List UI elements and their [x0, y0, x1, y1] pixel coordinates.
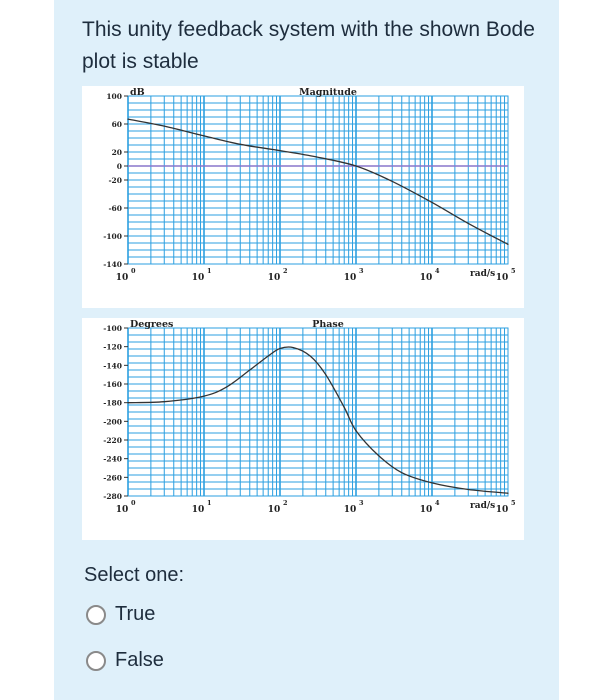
phase-ytick-label: -240: [103, 455, 122, 464]
phase-xtick-label: 10: [268, 505, 281, 515]
magnitude-xtick-label: 10: [496, 273, 509, 283]
magnitude-xtick-exp: 3: [359, 267, 364, 275]
magnitude-xtick-exp: 5: [511, 267, 516, 275]
magnitude-xtick-label: 10: [116, 273, 129, 283]
magnitude-chart-svg: 10060200-20-60-100-140100101102103104105…: [103, 87, 516, 283]
magnitude-ytick-label: -60: [108, 204, 122, 213]
phase-xtick-exp: 1: [207, 499, 212, 507]
question-text: This unity feedback system with the show…: [82, 18, 535, 73]
phase-grid: [127, 327, 508, 497]
phase-xtick-exp: 3: [359, 499, 364, 507]
magnitude-data-point: [239, 143, 241, 145]
phase-xtick-label: 10: [420, 505, 433, 515]
phase-data-point: [325, 374, 327, 376]
magnitude-ytick-label: 60: [112, 120, 122, 129]
option-true-label: True: [115, 603, 156, 625]
phase-data-point: [292, 347, 294, 349]
magnitude-grid: [127, 95, 508, 265]
magnitude-ytick-label: -20: [108, 176, 122, 185]
phase-data-point: [267, 355, 269, 357]
magnitude-xtick-exp: 1: [207, 267, 212, 275]
phase-data-point: [309, 355, 311, 357]
phase-data-point: [203, 395, 205, 397]
magnitude-data-point: [203, 135, 205, 137]
phase-data-point: [249, 369, 251, 371]
phase-data-point: [226, 386, 228, 388]
magnitude-ytick-label: -140: [103, 260, 122, 269]
phase-ytick-label: -120: [103, 343, 122, 352]
phase-ytick-label: -280: [103, 492, 122, 501]
phase-data-point: [378, 455, 380, 457]
phase-data-point: [127, 402, 129, 404]
magnitude-xtick-exp: 2: [283, 267, 288, 275]
magnitude-xtick-exp: 4: [435, 267, 440, 275]
phase-data-point: [431, 482, 433, 484]
phase-ylabel: Degrees: [130, 319, 173, 330]
magnitude-ytick-label: -100: [103, 232, 122, 241]
magnitude-data-point: [163, 125, 165, 127]
phase-xunit-label: rad/s: [470, 501, 495, 511]
phase-xtick-exp: 4: [435, 499, 440, 507]
phase-data-point: [279, 347, 281, 350]
phase-ytick-label: -180: [103, 399, 122, 408]
phase-plot: -100 -120 -140 -160 -180 -200 -220 -240 -260 -280…: [82, 318, 524, 540]
phase-data-point: [507, 492, 509, 494]
phase-xtick-exp: 2: [283, 499, 288, 507]
phase-ytick-label: -220: [103, 436, 122, 445]
phase-data-point: [401, 472, 403, 474]
phase-ytick-label: -200: [103, 417, 122, 426]
phase-xtick-label: 10: [116, 505, 129, 515]
magnitude-xtick-exp: 0: [131, 267, 136, 275]
option-false[interactable]: False: [86, 649, 164, 672]
magnitude-plot: 100 60 20 0 -20 -60 -100 -140 10 0 10 1 10 2 10 3 10 4 10 5…: [82, 86, 524, 308]
phase-ytick-label: -160: [103, 380, 122, 389]
magnitude-ytick-label: 0: [117, 162, 122, 171]
phase-data-point: [163, 401, 165, 403]
phase-ytick-label: -100: [103, 324, 122, 333]
magnitude-xtick-label: 10: [192, 273, 205, 283]
magnitude-ylabel: dB: [130, 87, 145, 98]
magnitude-title: Magnitude: [299, 87, 357, 98]
phase-chart-svg: -100 -120 -140 -160 -180 -200 -220 -240 -260 -280…: [103, 319, 516, 515]
magnitude-data-point: [355, 165, 357, 167]
phase-xtick-label: 10: [496, 505, 509, 515]
select-one-label: Select one:: [84, 564, 185, 586]
magnitude-xtick-label: 10: [420, 273, 433, 283]
phase-data-point: [343, 406, 345, 408]
radio-false[interactable]: [86, 650, 106, 671]
magnitude-data-point: [391, 180, 393, 182]
phase-data-point: [467, 488, 469, 491]
magnitude-ytick-label: 100: [106, 92, 122, 101]
option-false-label: False: [115, 649, 164, 671]
phase-ytick-label: -260: [103, 473, 122, 482]
phase-data-point: [355, 430, 357, 432]
phase-xtick-exp: 5: [511, 499, 516, 507]
phase-xtick-label: 10: [192, 505, 205, 515]
option-true[interactable]: True: [86, 603, 155, 626]
magnitude-data-point: [431, 201, 433, 203]
phase-ytick-label: -140: [103, 361, 122, 370]
magnitude-data-point: [279, 150, 281, 152]
magnitude-xunit-label: rad/s: [470, 269, 495, 279]
phase-xtick-exp: 0: [131, 499, 136, 507]
magnitude-xtick-label: 10: [344, 273, 357, 283]
magnitude-data-point: [315, 156, 317, 158]
magnitude-data-point: [467, 222, 469, 224]
magnitude-ytick-label: 20: [112, 148, 122, 157]
radio-true[interactable]: [86, 604, 106, 625]
phase-xtick-label: 10: [344, 505, 357, 515]
magnitude-xtick-label: 10: [268, 273, 281, 283]
magnitude-data-point: [127, 118, 129, 120]
magnitude-data-point: [507, 243, 509, 245]
phase-title: Phase: [312, 319, 344, 330]
